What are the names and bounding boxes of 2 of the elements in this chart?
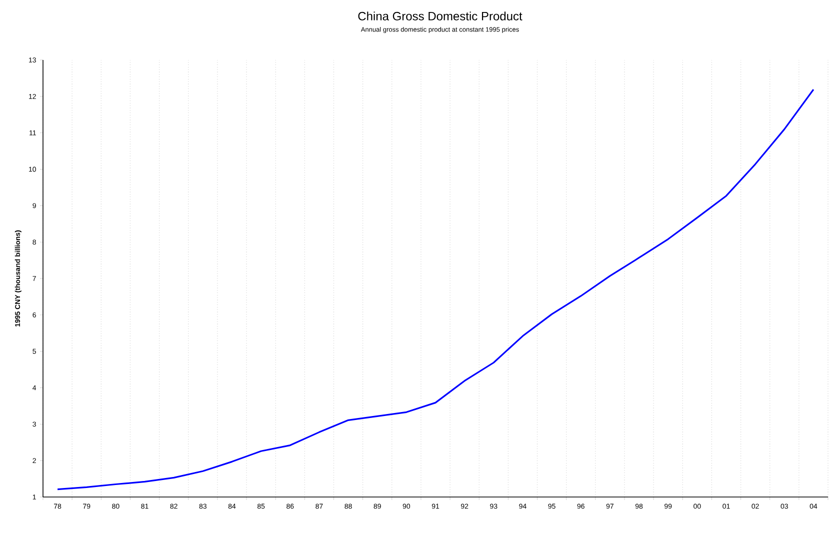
chart-title: China Gross Domestic Product bbox=[358, 12, 522, 20]
line-series bbox=[56, 88, 814, 490]
